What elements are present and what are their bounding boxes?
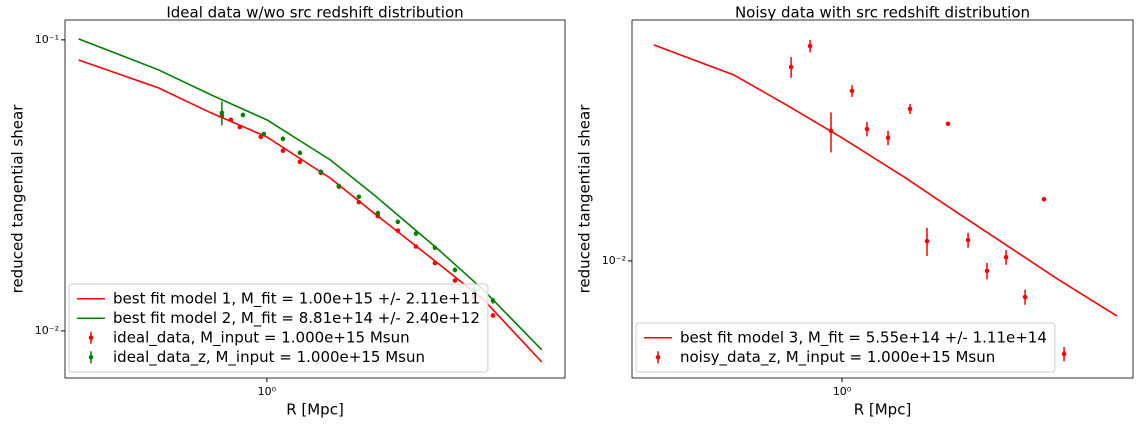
data-point [280, 148, 286, 154]
data-point [1041, 196, 1047, 202]
data-point [413, 244, 419, 249]
data-point [945, 121, 951, 127]
data-point [237, 124, 243, 130]
data-point [297, 159, 303, 165]
axes-frame [64, 19, 566, 379]
data-point [984, 268, 990, 274]
data-point [240, 112, 246, 118]
model-line [653, 44, 1118, 317]
y-axis-label: reduced tangential shear [576, 104, 594, 294]
legend-box [635, 322, 1056, 373]
chart-title: Ideal data w/wo src redshift distributio… [166, 4, 463, 22]
data-point [395, 228, 401, 233]
data-point [788, 64, 794, 70]
data-point [490, 313, 496, 318]
data-point [1003, 254, 1009, 260]
data-point [356, 199, 362, 205]
data-point [280, 136, 286, 142]
legend-label: noisy_data_z, M_input = 1.000e+15 Msun [680, 348, 995, 367]
data-point [336, 183, 342, 189]
legend-label: best fit model 2, M_fit = 8.81e+14 +/- 2… [113, 309, 480, 328]
data-point [297, 150, 303, 156]
model-line [78, 38, 543, 351]
data-point [885, 135, 891, 141]
legend-label: best fit model 1, M_fit = 1.00e+15 +/- 2… [113, 289, 480, 308]
axes-frame [631, 19, 1134, 379]
legend-swatch [88, 335, 94, 341]
data-point [828, 128, 834, 134]
data-point [356, 194, 362, 200]
legend-box [68, 283, 489, 373]
x-axis-label: R [Mpc] [854, 401, 912, 419]
data-point [432, 260, 438, 266]
x-axis-label: R [Mpc] [286, 401, 344, 419]
data-point [395, 219, 401, 225]
legend-label: ideal_data_z, M_input = 1.000e+15 Msun [113, 348, 425, 367]
plot-area [653, 39, 1118, 362]
legend-label: best fit model 3, M_fit = 5.55e+14 +/- 1… [680, 328, 1047, 347]
legend-swatch [655, 354, 661, 360]
data-point [924, 238, 930, 244]
data-point [375, 210, 381, 216]
data-point [318, 169, 324, 175]
data-point [807, 43, 813, 49]
data-point [219, 110, 225, 116]
data-point [965, 237, 971, 243]
data-point [261, 131, 267, 137]
data-point [907, 106, 913, 112]
data-point [849, 88, 855, 94]
legend-swatch [88, 354, 94, 360]
data-point [864, 126, 870, 132]
y-tick-label: 10⁻² [602, 254, 626, 267]
data-point [490, 298, 496, 303]
y-axis-label: reduced tangential shear [9, 104, 27, 294]
y-tick-label: 10⁻² [35, 324, 59, 337]
y-tick-label: 10⁻¹ [35, 33, 59, 46]
legend-label: ideal_data, M_input = 1.000e+15 Msun [113, 328, 410, 347]
chart-title: Noisy data with src redshift distributio… [735, 4, 1030, 22]
data-point [432, 245, 438, 251]
x-tick-label: 10⁰ [833, 385, 852, 398]
data-point [228, 117, 234, 123]
x-tick-label: 10⁰ [258, 385, 277, 398]
data-point [1022, 294, 1028, 300]
data-point [452, 278, 458, 283]
data-point [1061, 351, 1067, 357]
data-point [452, 267, 458, 273]
data-point [258, 134, 264, 140]
data-point [413, 231, 419, 236]
